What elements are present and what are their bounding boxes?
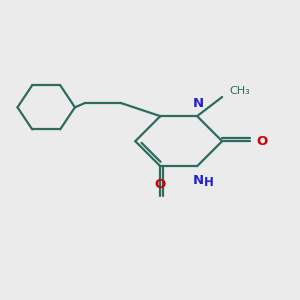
- Text: N: N: [193, 97, 204, 110]
- Text: N: N: [193, 174, 204, 187]
- Text: O: O: [155, 178, 166, 191]
- Text: O: O: [256, 135, 268, 148]
- Text: CH₃: CH₃: [230, 85, 250, 95]
- Text: H: H: [204, 176, 214, 189]
